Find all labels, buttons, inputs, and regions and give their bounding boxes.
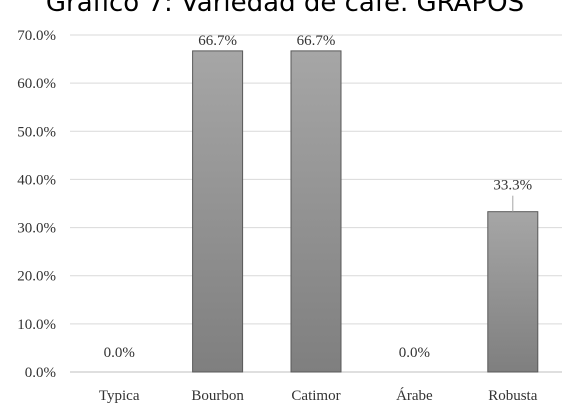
x-tick-label: Robusta: [488, 388, 538, 404]
x-tick-label: Catimor: [291, 388, 340, 404]
y-tick-label: 70.0%: [17, 28, 56, 44]
x-tick-label: Bourbon: [191, 388, 244, 404]
data-label: 33.3%: [493, 178, 532, 194]
y-tick-label: 30.0%: [17, 221, 56, 237]
data-label: 66.7%: [297, 33, 336, 49]
bar-bourbon: [192, 50, 244, 373]
x-tick-label: Árabe: [396, 387, 433, 404]
data-label: 0.0%: [399, 345, 430, 361]
y-tick-label: 60.0%: [17, 76, 56, 92]
y-tick-label: 40.0%: [17, 172, 56, 188]
bar-catimor: [290, 50, 342, 373]
data-label: 66.7%: [198, 33, 237, 49]
y-tick-label: 20.0%: [17, 269, 56, 285]
chart-title: Gráfico 7: Variedad de café. GRAPOS: [45, 0, 525, 18]
bar-robusta: [487, 211, 539, 373]
x-tick-label: Typica: [99, 388, 140, 404]
y-tick-label: 0.0%: [25, 365, 56, 381]
y-tick-label: 10.0%: [17, 317, 56, 333]
y-tick-label: 50.0%: [17, 124, 56, 140]
data-label: 0.0%: [104, 345, 135, 361]
